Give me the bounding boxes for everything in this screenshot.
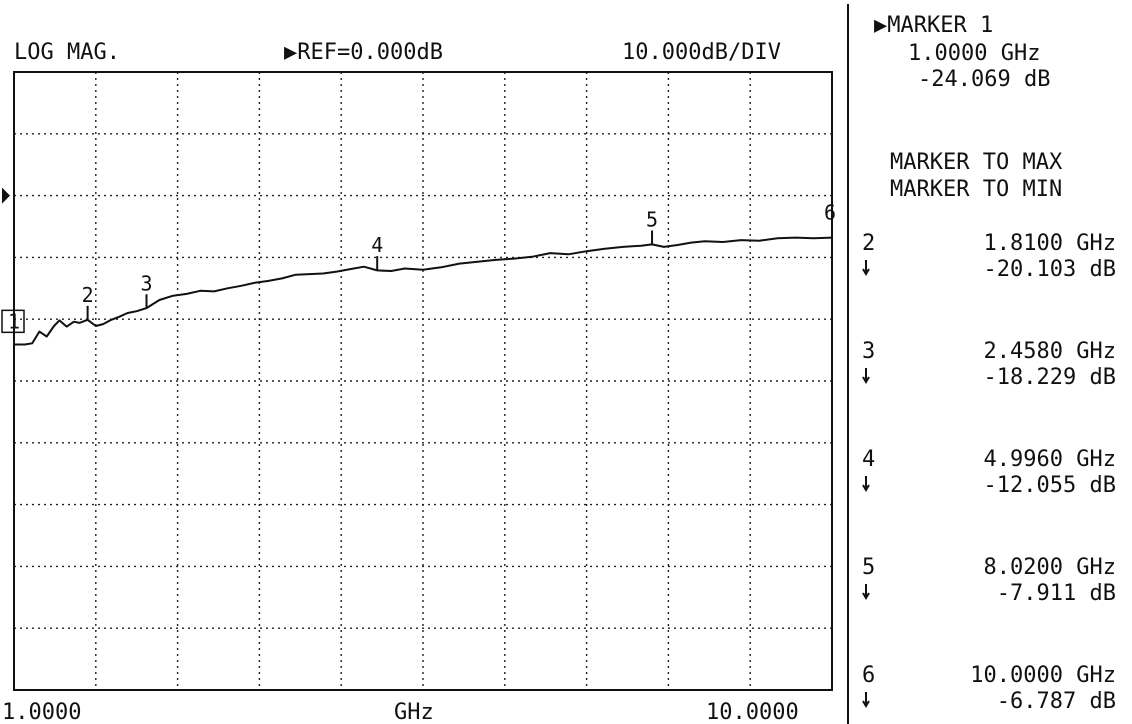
reference-level: ▶REF=0.000dB	[284, 40, 443, 65]
marker-5-label: 5	[646, 207, 658, 231]
marker-to-max-softkey[interactable]: MARKER TO MAX	[890, 150, 1063, 175]
marker-list-item: 3 2.4580 GHz-18.229 dB	[862, 339, 1116, 390]
marker-list-freq: 10.0000 GHz	[970, 663, 1116, 688]
marker-list-freq: 8.0200 GHz	[984, 555, 1116, 580]
marker-list-freq: 2.4580 GHz	[984, 339, 1116, 364]
marker-list: 2 1.8100 GHz-20.103 dB 3 2.4580 GHz-18.229 …	[862, 231, 1116, 714]
marker-to-min-softkey[interactable]: MARKER TO MIN	[890, 177, 1062, 202]
marker-list-value: -12.055 dB	[984, 473, 1116, 498]
active-marker-freq: 1.0000 GHz	[908, 41, 1040, 66]
marker-list-item: 2 1.8100 GHz-20.103 dB	[862, 231, 1116, 282]
marker-list-value: -7.911 dB	[997, 581, 1116, 606]
x-start-label: 1.0000	[2, 700, 81, 724]
plot-frame	[13, 71, 833, 691]
down-arrow-icon	[862, 476, 870, 492]
x-stop-label: 10.0000	[706, 700, 799, 724]
marker-list-number: 5	[862, 555, 875, 580]
marker-4-label: 4	[371, 233, 383, 257]
graticule	[14, 72, 832, 690]
marker-list-value: -18.229 dB	[984, 365, 1116, 390]
marker-6-label: 6	[824, 201, 836, 225]
marker-list-number: 6	[862, 663, 875, 688]
down-arrow-icon	[862, 368, 870, 384]
marker-list-freq: 1.8100 GHz	[984, 231, 1116, 256]
plot-area: 1 2 3 4 5 6	[1, 71, 836, 691]
marker-2-label: 2	[82, 283, 94, 307]
marker-1-label: 1	[8, 309, 20, 333]
marker-list-value: -20.103 dB	[984, 257, 1116, 282]
reference-pointer	[2, 187, 10, 204]
marker-list-value: -6.787 dB	[997, 689, 1116, 714]
format-label: LOG MAG.	[14, 40, 120, 65]
marker-3-label: 3	[141, 271, 153, 295]
marker-layer: 1 2 3 4 5 6	[1, 201, 836, 334]
scale-per-div: 10.000dB/DIV	[622, 40, 781, 65]
trace-line	[14, 236, 833, 346]
active-marker-value: -24.069 dB	[918, 67, 1050, 92]
marker-1-box	[1, 309, 25, 334]
marker-list-item: 4 4.9960 GHz-12.055 dB	[862, 447, 1116, 498]
down-arrow-icon	[862, 260, 870, 276]
marker-list-item: 6 10.0000 GHz-6.787 dB	[862, 663, 1116, 714]
marker-list-item: 5 8.0200 GHz-7.911 dB	[862, 555, 1116, 606]
active-marker-title: ▶MARKER 1	[874, 13, 993, 38]
active-marker-readout: ▶MARKER 1 1.0000 GHz -24.069 dB	[874, 13, 1050, 92]
marker-list-freq: 4.9960 GHz	[984, 447, 1116, 472]
marker-list-number: 2	[862, 231, 875, 256]
marker-list-number: 4	[862, 447, 875, 472]
marker-list-number: 3	[862, 339, 875, 364]
down-arrow-icon	[862, 584, 870, 600]
x-axis-label: GHz	[394, 700, 434, 724]
down-arrow-icon	[862, 692, 870, 708]
